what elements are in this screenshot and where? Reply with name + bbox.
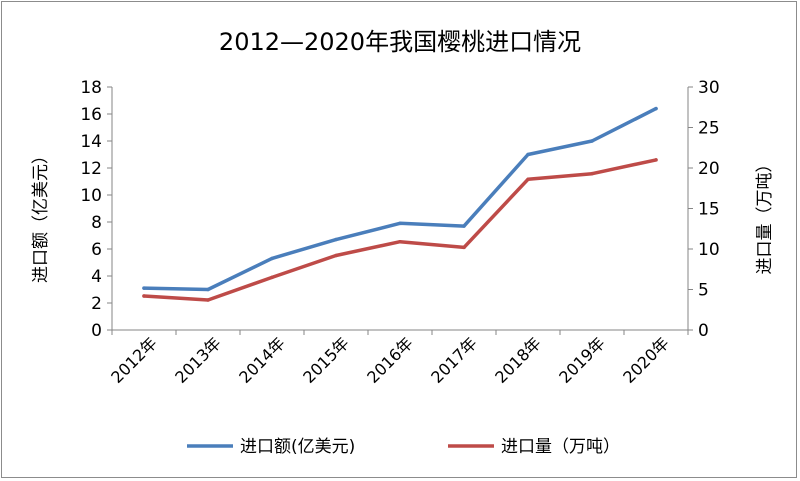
series-2-point (526, 177, 530, 182)
x-tick-label: 2016年 (363, 333, 417, 387)
y-tick-label-left: 10 (80, 186, 102, 206)
y-tick-label-left: 8 (91, 213, 102, 233)
series-2-point (590, 171, 594, 176)
series-1-point (142, 286, 146, 290)
x-tick-label: 2019年 (555, 333, 609, 387)
y-tick-label-right: 30 (698, 78, 720, 98)
x-tick-label: 2013年 (171, 333, 225, 387)
x-tick-label: 2014年 (235, 333, 289, 387)
y-tick-label-left: 2 (91, 294, 102, 314)
y-tick-label-left: 14 (80, 132, 102, 152)
x-tick-label: 2017年 (427, 333, 481, 387)
x-tick-label: 2012年 (107, 333, 161, 387)
series-1-point (334, 237, 338, 242)
y-tick-label-left: 4 (91, 267, 102, 287)
series-1-point (206, 287, 210, 292)
y-tick-label-right: 0 (698, 321, 709, 341)
legend-label-2: 进口量（万吨） (501, 437, 620, 457)
legend-label-1: 进口额(亿美元) (240, 437, 355, 457)
y-tick-label-left: 12 (80, 159, 102, 179)
series-1-point (270, 256, 274, 261)
series-1-point (462, 224, 466, 228)
y-axis-label-right: 进口量（万吨） (755, 156, 775, 275)
series-1-point (590, 139, 594, 143)
y-axis-label-left: 进口额（亿美元） (31, 147, 51, 283)
x-tick-label: 2018年 (491, 333, 545, 387)
series-2-point (334, 253, 338, 258)
series-2-point (398, 239, 402, 244)
series-2-point (142, 294, 146, 298)
series-2-point (654, 158, 658, 162)
series-line-1 (142, 106, 658, 292)
x-tick-label: 2020年 (619, 333, 673, 387)
y-tick-label-right: 20 (698, 159, 720, 179)
series-line-2 (142, 158, 658, 302)
series-1-point (654, 106, 658, 111)
series-2-point (270, 275, 274, 280)
series-2-point (206, 298, 210, 302)
y-tick-label-right: 5 (698, 281, 709, 301)
y-tick-label-right: 10 (698, 240, 720, 260)
series-1-point (526, 152, 530, 157)
y-tick-label-left: 18 (80, 78, 102, 98)
y-tick-label-right: 15 (698, 200, 720, 220)
series-2-point (462, 245, 466, 250)
y-tick-label-left: 0 (91, 321, 102, 341)
x-tick-label: 2015年 (299, 333, 353, 387)
y-tick-label-left: 6 (91, 240, 102, 260)
y-tick-label-left: 16 (80, 105, 102, 125)
series-1-point (398, 221, 402, 226)
chart-title: 2012—2020年我国樱桃进口情况 (219, 28, 581, 56)
y-tick-label-right: 25 (698, 119, 720, 139)
